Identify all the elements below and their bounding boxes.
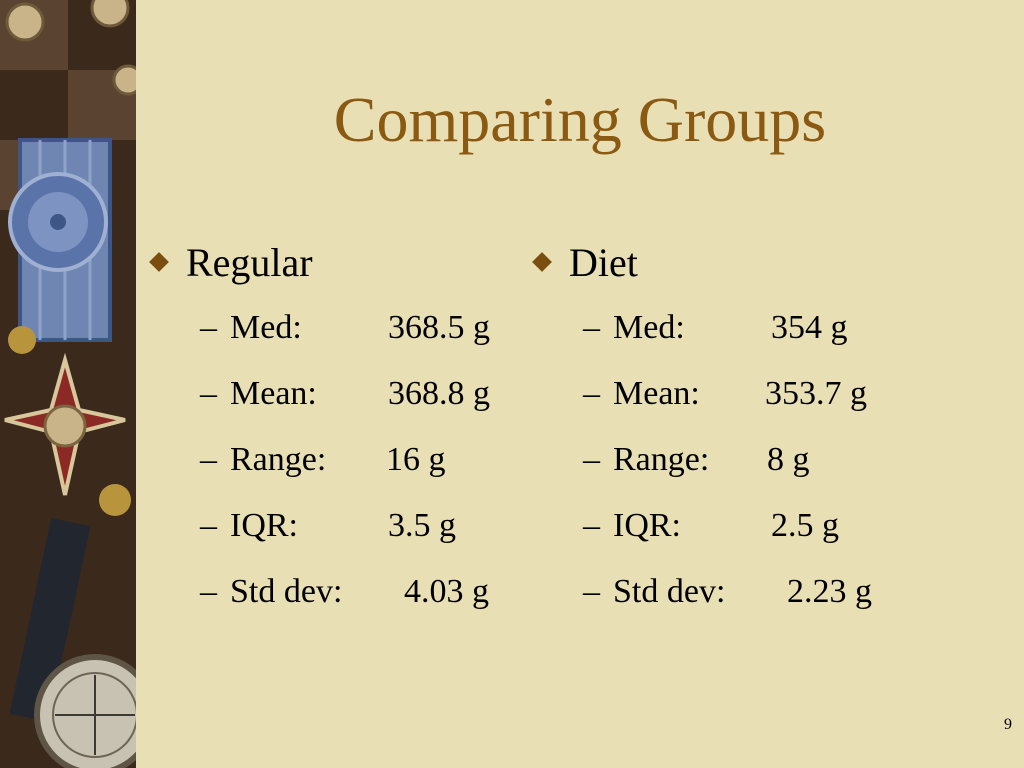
stat-value: 368.8 g <box>388 375 490 412</box>
stat-value: 8 g <box>767 441 810 478</box>
stat-label: IQR: <box>230 507 298 544</box>
stat-label: Std dev: <box>230 573 343 610</box>
dash-bullet-icon: – <box>200 309 217 346</box>
page-number: 9 <box>1004 716 1012 733</box>
stat-label: Range: <box>613 441 710 478</box>
stat-label: Med: <box>230 309 302 346</box>
dash-bullet-icon: – <box>200 441 217 478</box>
dash-bullet-icon: – <box>200 573 217 610</box>
dash-bullet-icon: – <box>200 507 217 544</box>
stat-label: Mean: <box>230 375 317 412</box>
stat-value: 354 g <box>771 309 848 346</box>
diamond-bullet-icon <box>149 252 169 272</box>
stat-value: 4.03 g <box>404 573 489 610</box>
stat-value: 353.7 g <box>765 375 867 412</box>
diet-heading-label: Diet <box>569 240 638 285</box>
dash-bullet-icon: – <box>583 375 600 412</box>
diamond-bullet-icon <box>532 252 552 272</box>
stat-label: Med: <box>613 309 685 346</box>
stat-label: IQR: <box>613 507 681 544</box>
decorative-medals-image <box>0 0 136 768</box>
stat-label: Std dev: <box>613 573 726 610</box>
stat-label: Mean: <box>613 375 700 412</box>
dash-bullet-icon: – <box>583 309 600 346</box>
dash-bullet-icon: – <box>200 375 217 412</box>
dash-bullet-icon: – <box>583 573 600 610</box>
regular-heading-label: Regular <box>186 240 313 285</box>
stat-value: 368.5 g <box>388 309 490 346</box>
slide-title: Comparing Groups <box>333 84 827 155</box>
stat-value: 2.23 g <box>787 573 872 610</box>
stat-label: Range: <box>230 441 327 478</box>
stat-value: 3.5 g <box>388 507 456 544</box>
dash-bullet-icon: – <box>583 507 600 544</box>
dash-bullet-icon: – <box>583 441 600 478</box>
stat-value: 2.5 g <box>771 507 839 544</box>
stat-value: 16 g <box>386 441 446 478</box>
